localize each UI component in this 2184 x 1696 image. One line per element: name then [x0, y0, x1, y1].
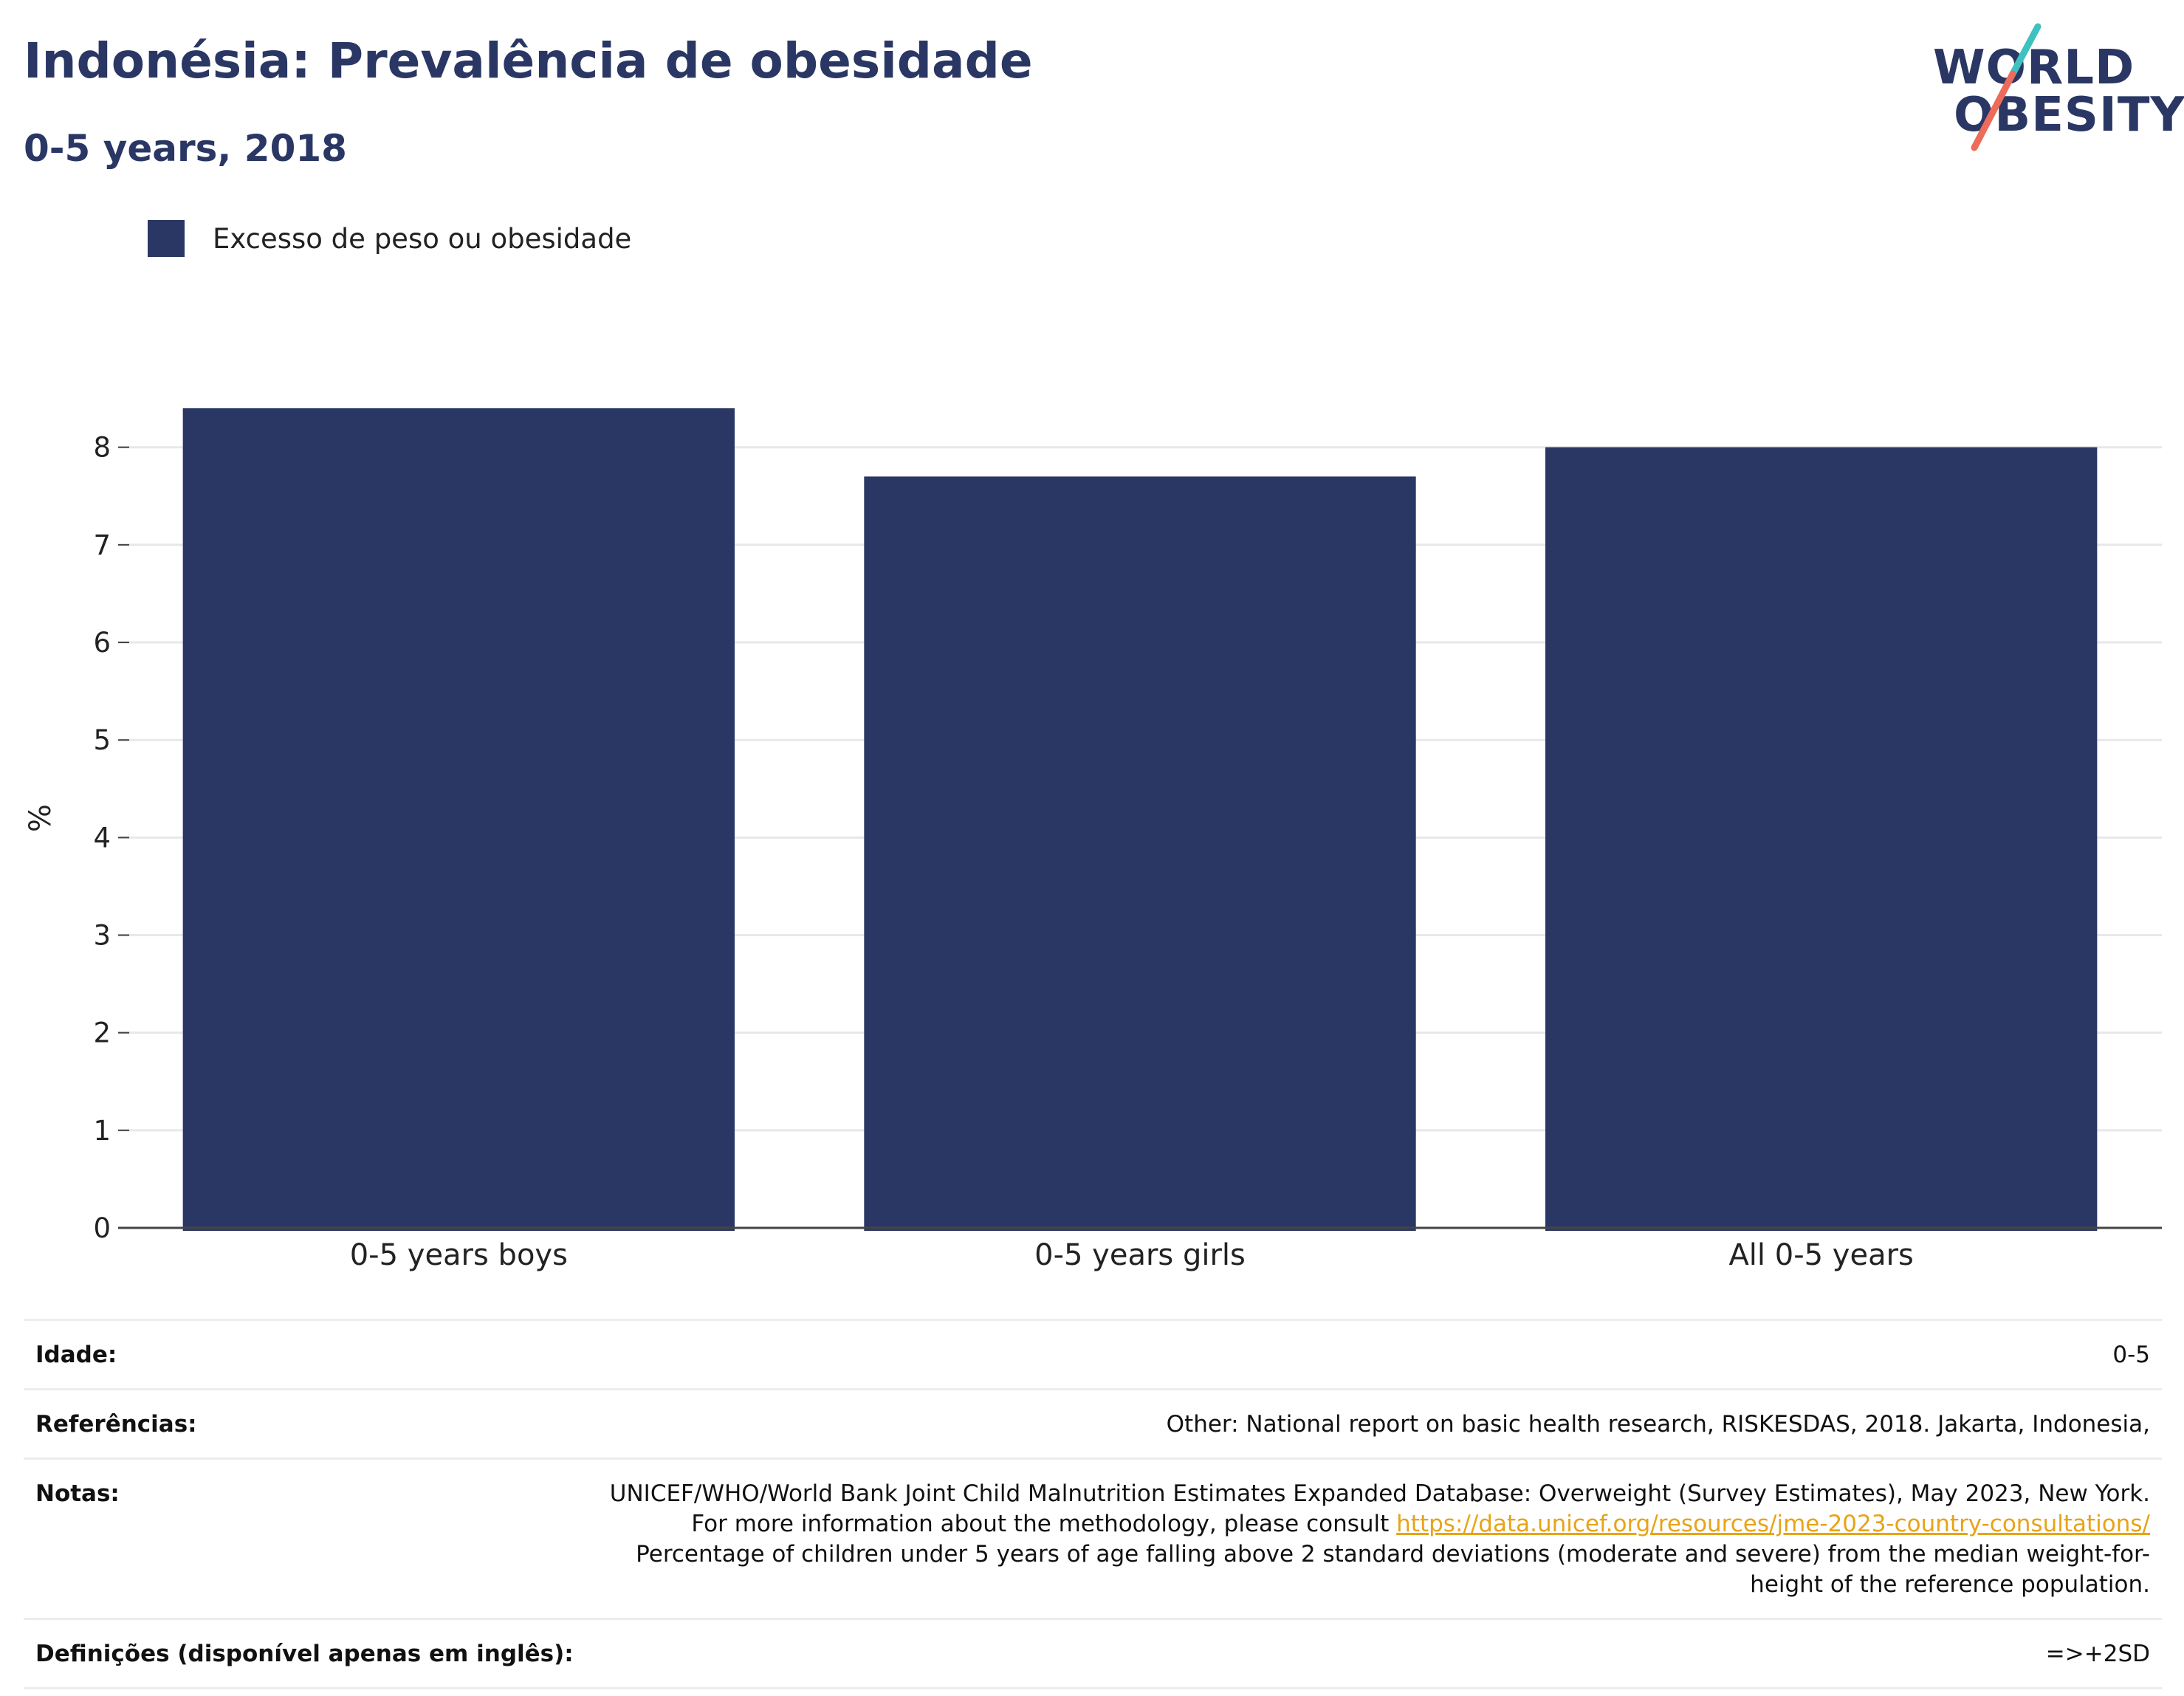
y-tick-label: 0: [93, 1212, 111, 1244]
y-tick-label: 6: [93, 627, 111, 659]
y-tick-label: 1: [93, 1115, 111, 1147]
notes-text-part2: Percentage of children under 5 years of …: [636, 1541, 2150, 1598]
meta-row-references: Referências: Other: National report on b…: [24, 1390, 2162, 1460]
meta-key-references: Referências:: [35, 1411, 197, 1438]
notes-text-part1: UNICEF/WHO/World Bank Joint Child Malnut…: [609, 1480, 2150, 1537]
chart-legend: Excesso de peso ou obesidade: [148, 220, 631, 257]
x-tick-label: 0-5 years boys: [350, 1238, 568, 1272]
y-tick-label: 4: [93, 822, 111, 854]
world-obesity-logo: WORLD OBESITY: [1926, 21, 2184, 154]
meta-key-age: Idade:: [35, 1342, 117, 1368]
notes-link[interactable]: https://data.unicef.org/resources/jme-20…: [1396, 1511, 2150, 1537]
meta-key-notes: Notas:: [35, 1480, 120, 1507]
bar-chart: 0 1 2 3 4 5 6 7 8 0-5 years boys 0-5 years girls Al…: [93, 408, 2162, 1272]
y-axis-label: %: [24, 803, 58, 833]
x-tick-label: 0-5 years girls: [1034, 1238, 1246, 1272]
y-tick-label: 2: [93, 1017, 111, 1049]
meta-row-age: Idade: 0-5: [24, 1321, 2162, 1390]
meta-value-references: Other: National report on basic health r…: [1166, 1411, 2150, 1438]
bar: [1545, 447, 2098, 1231]
bar: [864, 476, 1416, 1231]
metadata-table: Idade: 0-5 Referências: Other: National …: [24, 1319, 2162, 1689]
chart-title: Indonésia: Prevalência de obesidade: [24, 32, 1033, 89]
legend-label: Excesso de peso ou obesidade: [213, 222, 632, 255]
x-tick-label: All 0-5 years: [1728, 1238, 1913, 1272]
meta-value-age: 0-5: [2112, 1342, 2150, 1368]
logo-word-world: WORLD: [1933, 41, 2135, 95]
chart-subtitle: 0-5 years, 2018: [24, 127, 347, 170]
meta-value-notes: UNICEF/WHO/World Bank Joint Child Malnut…: [600, 1479, 2150, 1600]
meta-value-definitions: =>+2SD: [2045, 1641, 2150, 1667]
meta-row-notes: Notas: UNICEF/WHO/World Bank Joint Child…: [24, 1460, 2162, 1620]
y-tick-label: 7: [93, 529, 111, 561]
y-tick-label: 5: [93, 724, 111, 756]
logo-slash-icon: [1971, 23, 2042, 151]
y-tick-label: 3: [93, 920, 111, 952]
meta-row-definitions: Definições (disponível apenas em inglês)…: [24, 1620, 2162, 1689]
y-tick-label: 8: [93, 432, 111, 464]
meta-key-definitions: Definições (disponível apenas em inglês)…: [35, 1641, 574, 1667]
legend-swatch: [148, 220, 185, 257]
bar: [182, 408, 735, 1231]
